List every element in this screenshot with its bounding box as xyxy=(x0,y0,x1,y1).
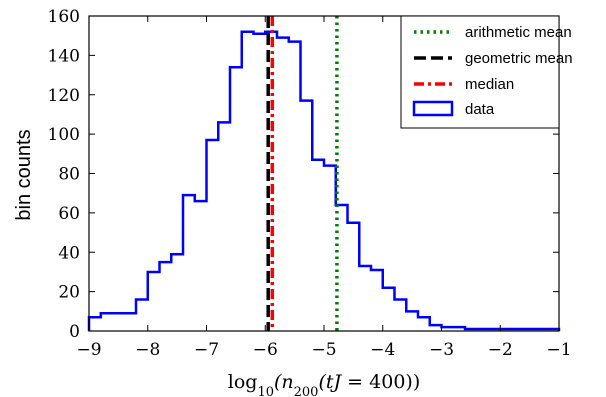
plot-frame xyxy=(88,15,560,332)
legend-geometric-mean-label: geometric mean xyxy=(465,50,573,67)
x-tick-label: −2 xyxy=(488,340,513,360)
legend-median-label: median xyxy=(465,76,514,93)
x-tick-label: −3 xyxy=(429,340,454,360)
y-tick-label: 0 xyxy=(69,322,80,342)
y-tick-label: 140 xyxy=(48,46,80,66)
legend-arithmetic-mean-label: arithmetic mean xyxy=(465,24,572,41)
y-tick-label: 100 xyxy=(48,125,80,145)
x-tick-label: −8 xyxy=(135,340,160,360)
y-tick-label: 160 xyxy=(48,7,80,27)
y-tick-label: 20 xyxy=(58,283,80,303)
x-tick-label: −6 xyxy=(253,340,278,360)
legend-data-swatch xyxy=(412,100,454,117)
x-tick-label: −1 xyxy=(546,340,571,360)
plot-area xyxy=(87,16,561,331)
legend: arithmetic mean geometric mean median da… xyxy=(400,15,573,129)
tick-labels: −9 −8 −7 −6 −5 −4 −3 −2 −1 0 20 40 60 80 100 120 140 160 xyxy=(48,7,572,360)
x-tick-label: −7 xyxy=(194,340,219,360)
legend-box xyxy=(400,15,560,129)
x-axis-label: log10(n200(tJ = 400)) xyxy=(228,371,420,397)
y-axis-label: bin counts xyxy=(13,129,35,220)
y-tick-label: 80 xyxy=(58,165,80,185)
x-tick-label: −5 xyxy=(311,340,336,360)
y-tick-label: 40 xyxy=(58,243,80,263)
x-tick-label: −4 xyxy=(370,340,395,360)
x-tick-label: −9 xyxy=(76,340,101,360)
y-tick-label: 60 xyxy=(58,204,80,224)
y-tick-label: 120 xyxy=(48,86,80,106)
histogram-step-line xyxy=(87,30,561,331)
legend-data-label: data xyxy=(465,101,495,118)
